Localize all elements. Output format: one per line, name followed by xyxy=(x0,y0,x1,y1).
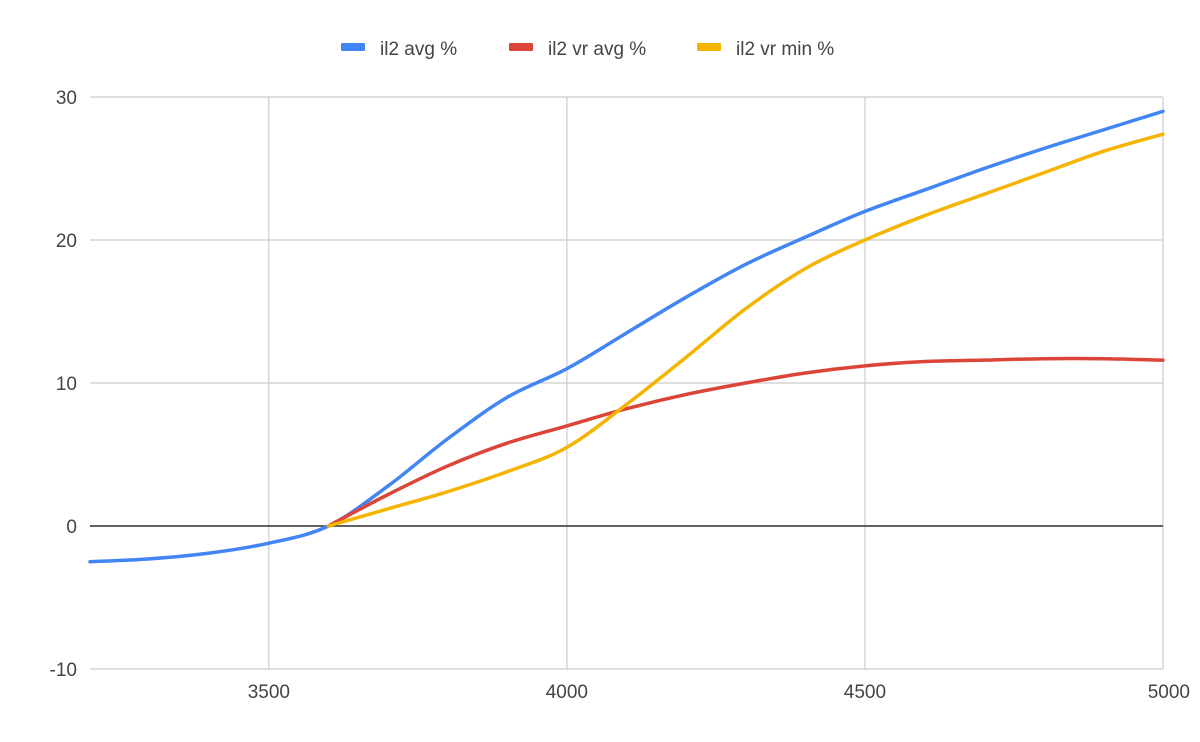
series-line-il2-avg xyxy=(88,109,1165,564)
legend-label: il2 avg % xyxy=(380,39,457,60)
legend-swatch xyxy=(509,43,533,51)
legend-swatch xyxy=(697,43,721,51)
series-line-il2-vr-min xyxy=(326,132,1165,528)
series-line-il2-vr-avg xyxy=(326,356,1165,528)
legend-label: il2 vr min % xyxy=(736,39,834,60)
y-tick-label: 20 xyxy=(56,231,77,252)
x-tick-label: 5000 xyxy=(1148,682,1190,703)
y-tick-label: 0 xyxy=(66,517,77,538)
legend-item: il2 vr avg % xyxy=(509,39,646,60)
series-lines xyxy=(88,109,1165,564)
x-tick-label: 4000 xyxy=(546,682,588,703)
grid-lines xyxy=(90,96,1164,670)
y-axis-ticks: 30 20 10 0 -10 xyxy=(50,88,77,681)
legend-label: il2 vr avg % xyxy=(548,39,646,60)
y-tick-label: 10 xyxy=(56,374,77,395)
legend-item: il2 vr min % xyxy=(697,39,834,60)
legend-item: il2 avg % xyxy=(341,39,457,60)
x-axis-ticks: 3500 4000 4500 5000 xyxy=(248,682,1190,703)
legend-swatch xyxy=(341,43,365,51)
x-tick-label: 3500 xyxy=(248,682,290,703)
legend: il2 avg % il2 vr avg % il2 vr min % xyxy=(341,39,834,60)
x-tick-label: 4500 xyxy=(844,682,886,703)
y-tick-label: -10 xyxy=(50,660,77,681)
y-tick-label: 30 xyxy=(56,88,77,109)
